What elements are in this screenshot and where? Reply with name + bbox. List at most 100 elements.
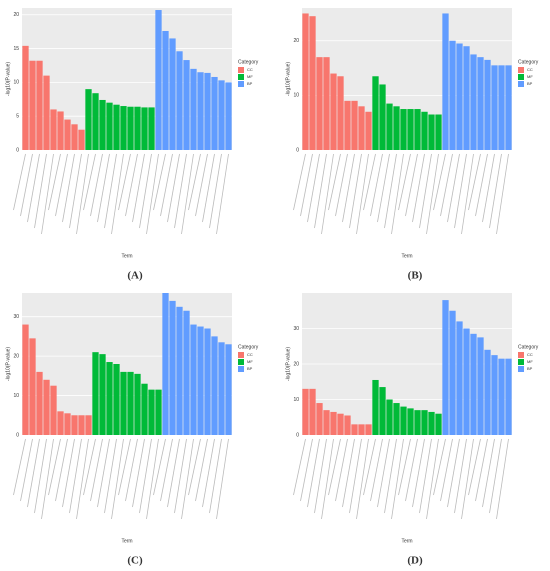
x-tick-placeholder xyxy=(384,153,397,229)
bar xyxy=(344,100,351,150)
x-tick-placeholder xyxy=(146,153,159,235)
x-tick-placeholder xyxy=(209,438,222,514)
bar xyxy=(449,310,456,435)
legend-swatch xyxy=(238,74,244,80)
bar xyxy=(393,403,400,435)
x-tick-placeholder xyxy=(398,153,411,211)
legend-title: Category xyxy=(238,344,259,350)
bar xyxy=(365,111,372,150)
bar xyxy=(176,306,183,435)
bar xyxy=(428,114,435,150)
legend-swatch xyxy=(238,359,244,365)
x-tick-placeholder xyxy=(356,153,369,235)
x-tick-placeholder xyxy=(454,438,467,514)
bar xyxy=(64,413,71,435)
bar xyxy=(162,293,169,435)
x-tick-placeholder xyxy=(433,153,446,211)
x-tick-placeholder xyxy=(118,153,131,211)
bar xyxy=(106,362,113,435)
y-tick-label: 20 xyxy=(293,361,299,367)
bar xyxy=(421,111,428,150)
bar xyxy=(442,300,449,435)
bar xyxy=(435,413,442,435)
x-tick-placeholder xyxy=(461,153,474,235)
x-tick-placeholder xyxy=(370,153,383,217)
x-tick-placeholder xyxy=(202,438,215,508)
bar xyxy=(421,410,428,435)
bar xyxy=(505,65,512,150)
x-tick-placeholder xyxy=(363,438,376,496)
bar xyxy=(57,111,64,150)
x-tick-placeholder xyxy=(300,153,313,217)
bar xyxy=(183,60,190,150)
x-tick-placeholder xyxy=(405,153,418,217)
bar xyxy=(92,93,99,150)
bar xyxy=(85,89,92,150)
bar xyxy=(197,326,204,435)
x-tick-placeholder xyxy=(132,438,145,508)
bar xyxy=(36,371,43,435)
bar xyxy=(183,310,190,435)
x-tick-placeholder xyxy=(111,438,124,520)
legend-swatch xyxy=(518,352,524,358)
bar xyxy=(190,68,197,150)
legend-label: MF xyxy=(527,359,533,364)
bar xyxy=(22,324,29,435)
legend-swatch xyxy=(518,359,524,365)
x-tick-placeholder xyxy=(342,153,355,223)
bar xyxy=(43,75,50,150)
legend-label: BP xyxy=(247,81,253,86)
bar xyxy=(29,60,36,150)
x-tick-placeholder xyxy=(335,153,348,217)
x-tick-placeholder xyxy=(321,438,334,520)
legend-swatch xyxy=(238,81,244,87)
bar xyxy=(120,371,127,435)
x-tick-placeholder xyxy=(111,153,124,235)
x-tick-placeholder xyxy=(377,438,390,508)
bar xyxy=(428,411,435,435)
x-tick-placeholder xyxy=(433,438,446,496)
bar xyxy=(225,82,232,150)
bar xyxy=(134,373,141,435)
bar xyxy=(141,383,148,435)
legend-swatch xyxy=(518,67,524,73)
x-tick-placeholder xyxy=(216,438,229,520)
bar xyxy=(85,415,92,435)
bar xyxy=(218,342,225,435)
x-tick-placeholder xyxy=(153,153,166,211)
x-tick-placeholder xyxy=(139,153,152,229)
y-tick-label: 10 xyxy=(13,393,19,399)
x-tick-placeholder xyxy=(125,438,138,502)
x-tick-placeholder xyxy=(41,438,54,520)
bar xyxy=(407,109,414,150)
legend-label: MF xyxy=(247,359,253,364)
x-tick-placeholder xyxy=(328,153,341,211)
x-tick-placeholder xyxy=(349,438,362,514)
bar xyxy=(134,106,141,150)
bar xyxy=(99,99,106,150)
bar xyxy=(456,43,463,150)
bar xyxy=(204,72,211,150)
bar xyxy=(323,410,330,435)
y-tick-label: 0 xyxy=(16,147,19,153)
x-tick-placeholder xyxy=(69,438,82,514)
x-tick-placeholder xyxy=(174,438,187,514)
bar xyxy=(498,65,505,150)
x-tick-placeholder xyxy=(307,438,320,508)
x-tick-placeholder xyxy=(335,438,348,502)
x-tick-placeholder xyxy=(41,153,54,235)
legend-label: BP xyxy=(527,81,533,86)
bar xyxy=(50,385,57,435)
legend-label: CC xyxy=(247,67,253,72)
bar xyxy=(386,399,393,435)
bar xyxy=(414,410,421,435)
x-tick-placeholder xyxy=(398,438,411,496)
x-tick-placeholder xyxy=(447,438,460,508)
bar xyxy=(92,352,99,435)
bar xyxy=(477,57,484,150)
x-axis-label: Term xyxy=(121,538,132,544)
legend-title: Category xyxy=(238,59,259,65)
x-tick-placeholder xyxy=(132,153,145,223)
x-tick-placeholder xyxy=(482,153,495,223)
bar xyxy=(197,72,204,150)
